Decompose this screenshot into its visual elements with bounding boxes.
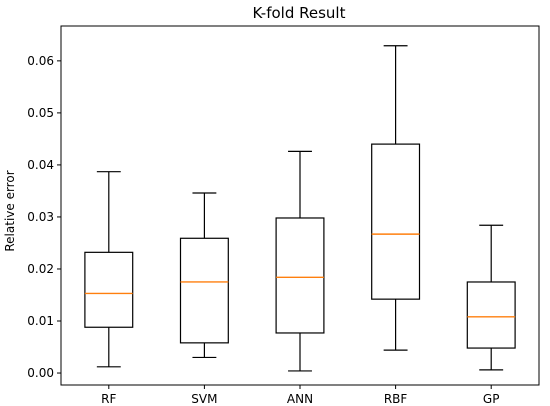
y-tick-label: 0.06: [27, 54, 54, 68]
x-tick-label: GP: [483, 392, 500, 406]
y-tick-label: 0.01: [27, 314, 54, 328]
y-tick-label: 0.03: [27, 210, 54, 224]
y-tick-label: 0.05: [27, 106, 54, 120]
box-rf: [84, 251, 134, 328]
y-tick-label: 0.00: [27, 366, 54, 380]
plot-area: 0.00 0.01 0.02 0.03 0.04 0.05 0.06 RF SVM ANN RBF G…: [27, 25, 540, 406]
box-rbf: [371, 143, 421, 300]
x-tick-label: RBF: [384, 392, 408, 406]
y-tick-label: 0.02: [27, 262, 54, 276]
box-gp: [466, 281, 516, 349]
chart-title: K-fold Result: [253, 4, 346, 22]
y-tick-label: 0.04: [27, 158, 54, 172]
x-tick-label: ANN: [287, 392, 313, 406]
box-svm: [179, 237, 229, 344]
box-ann: [275, 217, 325, 334]
x-tick-label: SVM: [191, 392, 217, 406]
x-tick-label: RF: [101, 392, 116, 406]
y-axis-label: Relative error: [3, 170, 17, 251]
